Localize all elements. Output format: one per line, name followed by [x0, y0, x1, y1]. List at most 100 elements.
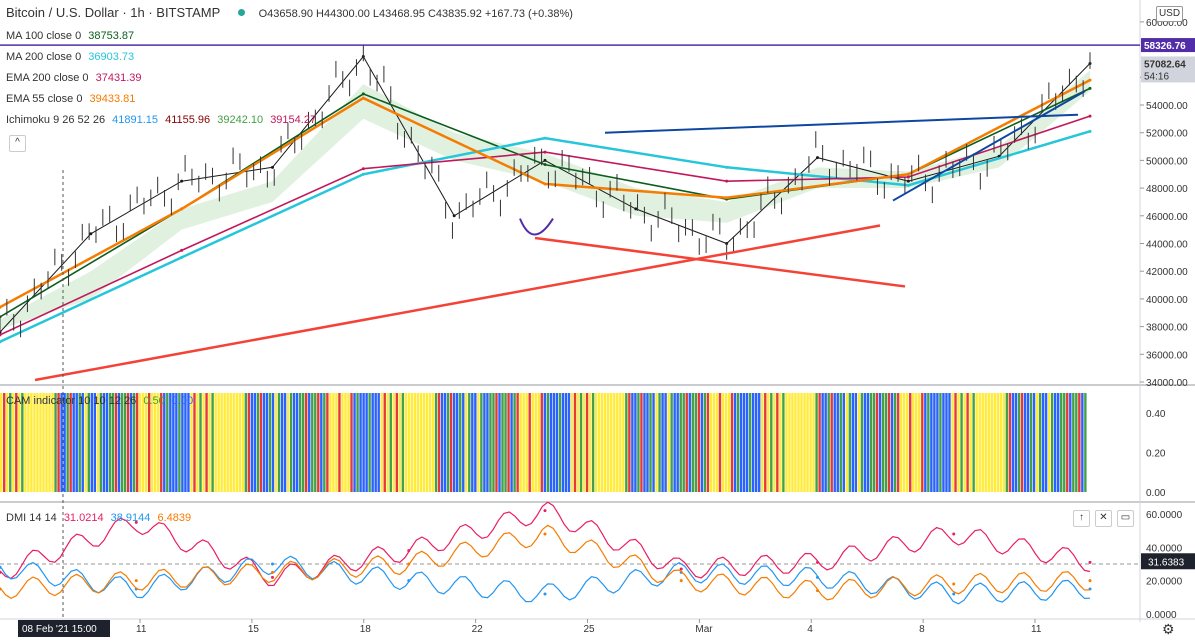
cam-bar [178, 393, 181, 492]
market-open-indicator [237, 9, 245, 16]
x-tick-label: Mar [695, 624, 713, 635]
cam-bar [634, 393, 637, 492]
cam-bar [884, 393, 888, 492]
cam-bar [12, 393, 15, 492]
cam-bar [0, 393, 3, 492]
symbol-title[interactable]: Bitcoin / U.S. Dollar · 1h · BITSTAMP [6, 5, 221, 20]
cam-bar [567, 393, 571, 492]
legend-ma200[interactable]: MA 200 close 0 36903.73 [6, 50, 138, 65]
close-pane-icon[interactable]: ✕ [1095, 510, 1112, 527]
maximize-pane-icon[interactable]: ▭ [1117, 510, 1134, 527]
indicator-value: 41891.15 [112, 114, 159, 126]
cam-bar [872, 393, 876, 492]
dmi-point [407, 579, 411, 583]
cam-bar [314, 393, 317, 492]
cam-bar [332, 393, 335, 492]
cam-bar [495, 393, 498, 492]
indicator-value: 39154.27 [270, 114, 317, 126]
legend-cam[interactable]: CAM indicator 10 10 12 26 0.50 0.00 [6, 394, 197, 409]
cam-bar [335, 393, 338, 492]
dmi-point [679, 567, 683, 571]
legend-ma100[interactable]: MA 100 close 0 38753.87 [6, 29, 138, 44]
cam-bar [945, 393, 948, 492]
cam-bar [425, 393, 429, 492]
cam-bar [377, 393, 380, 492]
cam-bar [528, 393, 531, 492]
dmi-series-di [0, 501, 1092, 587]
cam-bar [157, 393, 160, 492]
cam-bar [827, 393, 830, 492]
data-point [725, 196, 729, 200]
cam-bar [187, 393, 190, 492]
y-tick-label: 48000.00 [1146, 184, 1188, 195]
cam-bar [921, 393, 924, 492]
cam-bar [709, 393, 713, 492]
cam-bar [410, 393, 414, 492]
cam-bar [724, 393, 728, 492]
cam-bar [594, 393, 598, 492]
legend-ichimoku[interactable]: Ichimoku 9 26 52 26 41891.15 41155.96 39… [6, 113, 320, 128]
cam-bar [730, 393, 734, 492]
move-pane-up-icon[interactable]: ↑ [1073, 510, 1090, 527]
cam-bar [271, 393, 275, 492]
cam-bar [881, 393, 885, 492]
cam-bar [712, 393, 716, 492]
cam-bar [132, 393, 136, 492]
data-point [0, 333, 2, 337]
cam-bar [893, 393, 897, 492]
cam-bar [1084, 393, 1087, 492]
cam-bar [522, 393, 525, 492]
cam-bar [459, 393, 462, 492]
cam-bar [631, 393, 634, 492]
data-point [906, 183, 910, 187]
dmi-y-tick-label: 60.0000 [1146, 510, 1183, 521]
currency-button[interactable]: USD [1156, 6, 1183, 22]
cam-bar [697, 393, 701, 492]
cam-bar [81, 393, 84, 492]
x-tick-label: 11 [136, 624, 147, 635]
cam-bar [969, 393, 972, 492]
cam-bar [96, 393, 100, 492]
data-point [1088, 78, 1092, 82]
cam-bar [15, 393, 18, 492]
cam-bar [909, 393, 912, 492]
cam-bar [24, 393, 27, 492]
data-point [906, 172, 910, 176]
series-line [0, 55, 1091, 333]
y-tick-label: 60000.00 [1146, 18, 1188, 29]
price-label-countdown: 54:16 [1144, 71, 1169, 82]
cam-bar [69, 393, 72, 492]
cam-bar [996, 393, 999, 492]
data-point [180, 179, 184, 183]
cam-bar [465, 393, 468, 492]
cam-bar [172, 393, 175, 492]
trendline-upper [604, 113, 1079, 134]
cam-bar [344, 393, 347, 492]
dmi-point [134, 579, 138, 583]
cam-bar [806, 393, 809, 492]
cam-bar [549, 393, 553, 492]
cam-bar [359, 393, 362, 492]
dmi-point [0, 587, 2, 591]
cam-bar [742, 393, 746, 492]
ohlc-readout: O43658.90 H44300.00 L43468.95 C43835.92 … [258, 8, 573, 20]
cam-bar [655, 393, 658, 492]
cam-bar [957, 393, 960, 492]
cam-bar [154, 393, 157, 492]
cam-bar [1069, 393, 1072, 492]
cam-bar [899, 393, 903, 492]
collapse-legend-button[interactable]: ^ [9, 135, 26, 152]
dmi-point [543, 532, 547, 536]
cam-bar [486, 393, 489, 492]
cam-bar [483, 393, 486, 492]
legend-ema55[interactable]: EMA 55 close 0 39433.81 [6, 92, 139, 107]
legend-ema200[interactable]: EMA 200 close 0 37431.39 [6, 71, 146, 86]
cam-bar [392, 393, 395, 492]
cam-bar [815, 393, 818, 492]
cam-bar [389, 393, 392, 492]
cam-bar [1035, 393, 1039, 492]
cam-bar [256, 393, 260, 492]
legend-dmi[interactable]: DMI 14 14 31.0214 38.9144 6.4839 [6, 511, 195, 526]
